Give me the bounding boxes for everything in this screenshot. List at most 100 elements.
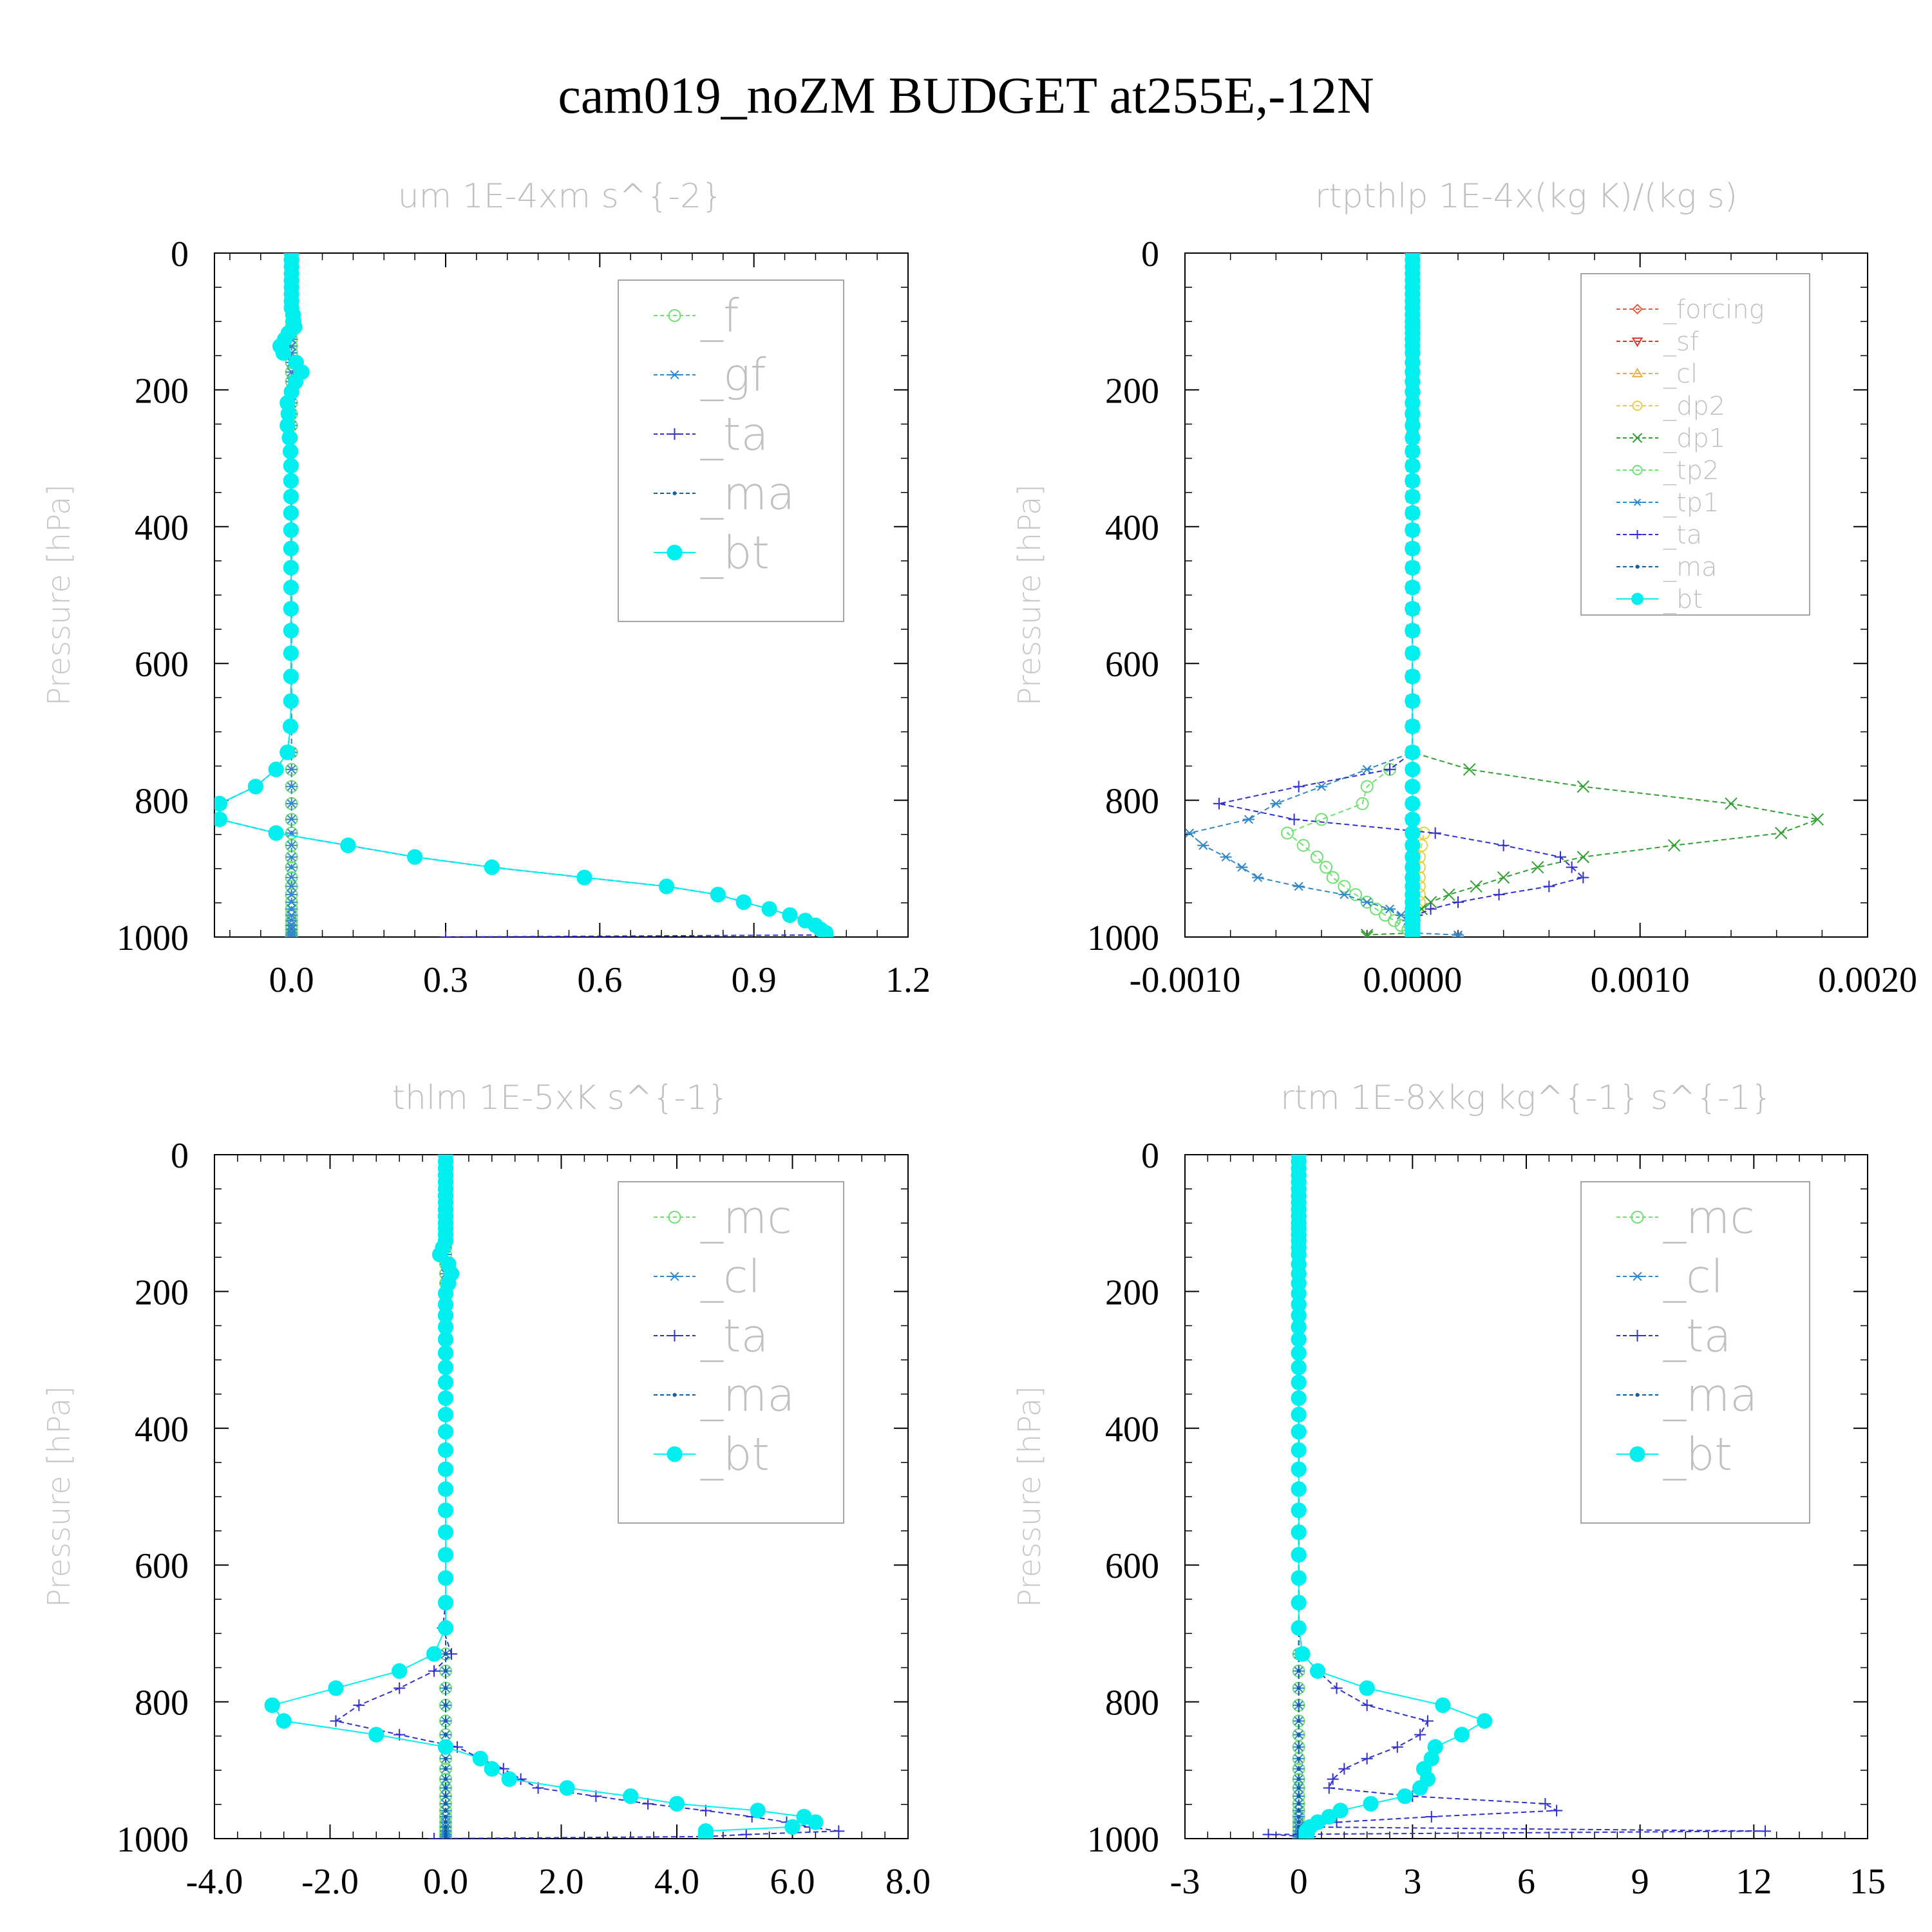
legend-label: _ma <box>700 1369 795 1422</box>
data-point-bt <box>283 601 299 617</box>
legend-label: _mc <box>700 1191 792 1244</box>
y-tick-label: 400 <box>135 1410 189 1450</box>
chart-panel-4: rtm 1E-8xkg kg^{-1} s^{-1} Pressure [hPa]… <box>1012 1079 1886 1902</box>
legend-label: _cl <box>700 1251 761 1303</box>
y-tick-label: 0 <box>171 234 189 274</box>
data-point-ma <box>1296 1732 1301 1737</box>
data-point-bt <box>283 580 299 596</box>
x-tick-label: 2.0 <box>539 1862 584 1902</box>
data-point-ma <box>1296 1794 1301 1799</box>
data-point-ma <box>1296 1719 1301 1723</box>
data-point-tp2 <box>1281 826 1294 840</box>
data-point-bt <box>1405 601 1421 617</box>
data-point-dp1 <box>1424 896 1437 909</box>
y-axis-label: Pressure [hPa] <box>1012 1386 1048 1607</box>
data-point-gf <box>285 852 298 862</box>
legend-marker <box>1633 498 1642 506</box>
y-tick-label: 1000 <box>1087 918 1159 958</box>
data-point-dp1 <box>1577 780 1590 793</box>
legend-marker <box>1631 1330 1643 1341</box>
x-tick-label: 0.0020 <box>1818 960 1917 1000</box>
data-point-ta <box>1288 813 1300 826</box>
data-point-ta <box>428 1833 440 1839</box>
data-point-bt <box>276 1713 292 1729</box>
data-point-ta <box>1327 1773 1339 1785</box>
data-point-tp2 <box>1338 880 1351 893</box>
data-point-bt <box>484 859 500 875</box>
series-group <box>214 253 834 937</box>
data-point-tp1 <box>1185 828 1196 838</box>
data-point-ta <box>1493 889 1505 901</box>
x-tick-label: 0.9 <box>732 960 777 1000</box>
data-point-bt <box>275 345 292 361</box>
data-point-ma <box>1296 1703 1301 1707</box>
data-point-ta <box>440 931 451 937</box>
data-point-bt <box>282 443 299 460</box>
data-point-bt <box>1405 744 1421 761</box>
y-tick-label: 0 <box>1141 234 1159 274</box>
data-point-bt <box>1291 1331 1307 1347</box>
data-point-dp1 <box>1443 888 1455 901</box>
data-point-bt <box>1405 395 1421 411</box>
data-point-ma <box>444 1815 448 1819</box>
legend-box <box>1580 1181 1810 1524</box>
data-point-tp1 <box>1236 862 1248 872</box>
data-point-tp2 <box>1320 860 1333 874</box>
data-point-tp1 <box>1361 897 1373 907</box>
data-point-ta <box>642 1797 654 1810</box>
data-point-tp2 <box>1296 838 1310 852</box>
y-tick-label: 200 <box>1105 1273 1159 1312</box>
x-tick-label: -0.0010 <box>1130 960 1241 1000</box>
data-point-ma <box>1296 1766 1301 1771</box>
data-point-bt <box>1405 417 1421 433</box>
x-tick-label: 0 <box>1290 1862 1308 1902</box>
x-tick-label: 0.0 <box>423 1862 468 1902</box>
legend-label: _forcing <box>1663 295 1765 325</box>
data-point-ma <box>444 1829 448 1833</box>
data-point-bt <box>214 811 228 828</box>
data-point-ma <box>1296 1756 1301 1761</box>
data-point-bt <box>782 907 798 923</box>
x-tick-label: 9 <box>1631 1862 1649 1902</box>
data-point-ta <box>1452 896 1464 908</box>
data-point-gf <box>285 932 298 937</box>
data-point-ta <box>1421 1715 1434 1727</box>
legend-marker <box>668 309 681 322</box>
y-tick-label: 0 <box>171 1136 189 1176</box>
legend-label: _sf <box>1663 327 1699 357</box>
data-point-ta <box>1543 880 1555 893</box>
x-tick-label: 6 <box>1517 1862 1535 1902</box>
legend-marker <box>1631 368 1643 377</box>
chart-panel-1: um 1E-4xm s^{-2} Pressure [hPa] 0.0 0.3 0.6 0… <box>41 177 931 1000</box>
data-point-ta <box>1384 763 1396 775</box>
data-point-bt <box>1405 443 1421 460</box>
data-point-bt <box>1291 1547 1307 1563</box>
data-point-bt <box>1405 929 1421 937</box>
x-tick-label: 15 <box>1850 1862 1886 1902</box>
legend-marker <box>1631 1271 1643 1282</box>
data-point-ma <box>444 1766 448 1771</box>
legend-marker <box>1629 1446 1645 1463</box>
data-point-bt <box>658 878 675 895</box>
data-point-ma <box>444 1820 448 1824</box>
y-axis-label: Pressure [hPa] <box>41 1386 77 1607</box>
data-point-bt <box>761 901 777 917</box>
data-point-gf <box>285 897 298 907</box>
data-point-bt <box>426 1646 442 1662</box>
legend: _forcing_sf_cl _dp2 _dp1 _tp2_tp1_ta _ma _bt <box>1580 273 1810 616</box>
legend-label: _ta <box>1663 520 1702 550</box>
data-point-gf <box>285 862 298 872</box>
data-point-dp1 <box>1667 838 1681 852</box>
legend-marker <box>1631 1211 1644 1224</box>
data-point-tp1 <box>1338 890 1350 900</box>
data-point-bt <box>283 560 299 576</box>
chart-panel-2: rtpthlp 1E-4x(kg K)/(kg s) Pressure [hPa]… <box>1012 177 1917 1000</box>
series-group <box>1185 253 1824 937</box>
data-point-ta <box>1555 851 1566 863</box>
legend-marker <box>1632 433 1643 443</box>
y-tick-label: 1000 <box>1087 1820 1159 1860</box>
legend-label: _ma <box>1663 1369 1757 1422</box>
series-line-tp2 <box>1286 253 1414 937</box>
legend-label: _ma <box>1663 553 1717 582</box>
